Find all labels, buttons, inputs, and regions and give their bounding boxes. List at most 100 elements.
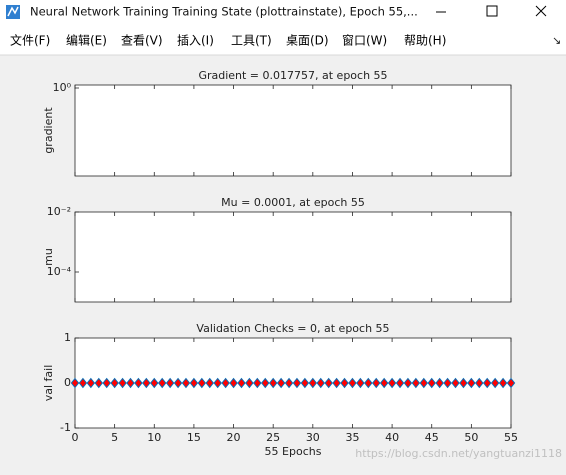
y-tick-label: 10⁻² xyxy=(47,205,71,218)
watermark: https://blog.csdn.net/yangtuanzi1118 xyxy=(355,447,562,460)
x-tick-label: 20 xyxy=(227,431,241,444)
marker xyxy=(110,377,119,389)
menu-item[interactable]: 编辑(E) xyxy=(66,33,107,48)
x-tick-label: 45 xyxy=(425,431,439,444)
close-button[interactable] xyxy=(535,5,547,17)
marker xyxy=(387,377,397,389)
y-tick-label: 10⁰ xyxy=(53,81,72,94)
marker xyxy=(150,377,159,389)
y-axis-label: val fail xyxy=(42,365,55,402)
menu-item[interactable]: 桌面(D) xyxy=(286,34,329,48)
marker xyxy=(292,377,302,389)
plot: Validation Checks = 0, at epoch 55 val fa… xyxy=(42,322,518,458)
marker xyxy=(118,377,127,389)
maximize-button[interactable] xyxy=(486,5,498,17)
window-title: Neural Network Training Training State (… xyxy=(30,5,418,19)
marker xyxy=(316,377,325,389)
menu-item[interactable]: 工具(T) xyxy=(231,34,272,48)
plot-area xyxy=(74,211,512,303)
dock-arrow[interactable]: ↘ xyxy=(552,34,561,47)
marker xyxy=(356,377,365,389)
marker xyxy=(276,377,286,389)
marker xyxy=(173,377,183,389)
marker xyxy=(268,377,278,389)
marker xyxy=(261,377,270,389)
x-axis-label: 55 Epochs xyxy=(265,445,322,458)
plot: Mu = 0.0001, at epoch 55 mu 10⁻² 10⁻⁴ xyxy=(42,196,512,303)
x-tick-label: 40 xyxy=(385,431,399,444)
marker xyxy=(490,377,500,389)
marker xyxy=(229,377,238,389)
marker xyxy=(102,377,111,389)
marker xyxy=(181,377,191,389)
marker xyxy=(467,377,476,389)
plot: Gradient = 0.017757, at epoch 55 gradient… xyxy=(42,69,512,177)
marker xyxy=(324,377,333,389)
marker xyxy=(395,377,405,389)
menu-item[interactable]: 文件(F) xyxy=(10,33,50,48)
y-tick-label: 1 xyxy=(64,331,71,344)
menu-bar xyxy=(0,25,566,55)
marker xyxy=(506,377,516,389)
marker xyxy=(340,377,349,389)
marker xyxy=(443,377,452,389)
plot-area xyxy=(74,84,512,177)
x-tick-label: 35 xyxy=(345,431,359,444)
marker xyxy=(86,377,96,389)
marker xyxy=(459,377,468,389)
x-tick-label: 55 xyxy=(504,431,518,444)
marker xyxy=(165,377,175,389)
y-tick-label: 0 xyxy=(64,376,71,389)
marker xyxy=(482,377,492,389)
marker xyxy=(126,377,135,389)
marker xyxy=(94,377,104,389)
marker xyxy=(348,377,357,389)
marker xyxy=(197,377,207,389)
marker xyxy=(134,377,143,389)
marker xyxy=(451,377,460,389)
marker xyxy=(419,377,429,389)
marker xyxy=(364,377,373,389)
marker xyxy=(253,377,262,389)
marker xyxy=(221,377,230,389)
app-icon xyxy=(6,5,20,19)
marker xyxy=(498,377,508,389)
menu-item[interactable]: 帮助(H) xyxy=(404,34,446,48)
menu-item[interactable]: 查看(V) xyxy=(121,34,163,48)
x-tick-label: 50 xyxy=(464,431,478,444)
marker xyxy=(308,377,318,389)
plot-title: Validation Checks = 0, at epoch 55 xyxy=(196,322,389,335)
marker xyxy=(284,377,294,389)
y-axis-label: gradient xyxy=(42,107,55,154)
marker xyxy=(379,377,389,389)
marker xyxy=(427,377,436,389)
marker xyxy=(78,377,88,389)
title-bar xyxy=(0,0,566,25)
x-tick-label: 0 xyxy=(72,431,79,444)
marker xyxy=(189,377,199,389)
y-tick-label: 10⁻⁴ xyxy=(47,265,72,278)
x-tick-label: 10 xyxy=(147,431,161,444)
marker xyxy=(70,377,80,389)
plot-title: Mu = 0.0001, at epoch 55 xyxy=(221,196,365,209)
x-tick-label: 25 xyxy=(266,431,280,444)
marker xyxy=(475,377,484,389)
menu-item[interactable]: 插入(I) xyxy=(177,34,214,48)
y-tick-label: -1 xyxy=(60,421,71,434)
marker xyxy=(142,377,151,389)
x-tick-label: 5 xyxy=(111,431,118,444)
marker xyxy=(205,377,215,389)
marker xyxy=(245,377,254,389)
marker xyxy=(411,377,421,389)
y-axis-label: mu xyxy=(42,248,55,266)
menu-item[interactable]: 窗口(W) xyxy=(342,34,387,48)
marker xyxy=(435,377,444,389)
marker xyxy=(300,377,310,389)
x-tick-label: 15 xyxy=(187,431,201,444)
marker xyxy=(403,377,413,389)
marker xyxy=(213,377,222,389)
marker xyxy=(237,377,246,389)
plot-title: Gradient = 0.017757, at epoch 55 xyxy=(198,69,387,82)
